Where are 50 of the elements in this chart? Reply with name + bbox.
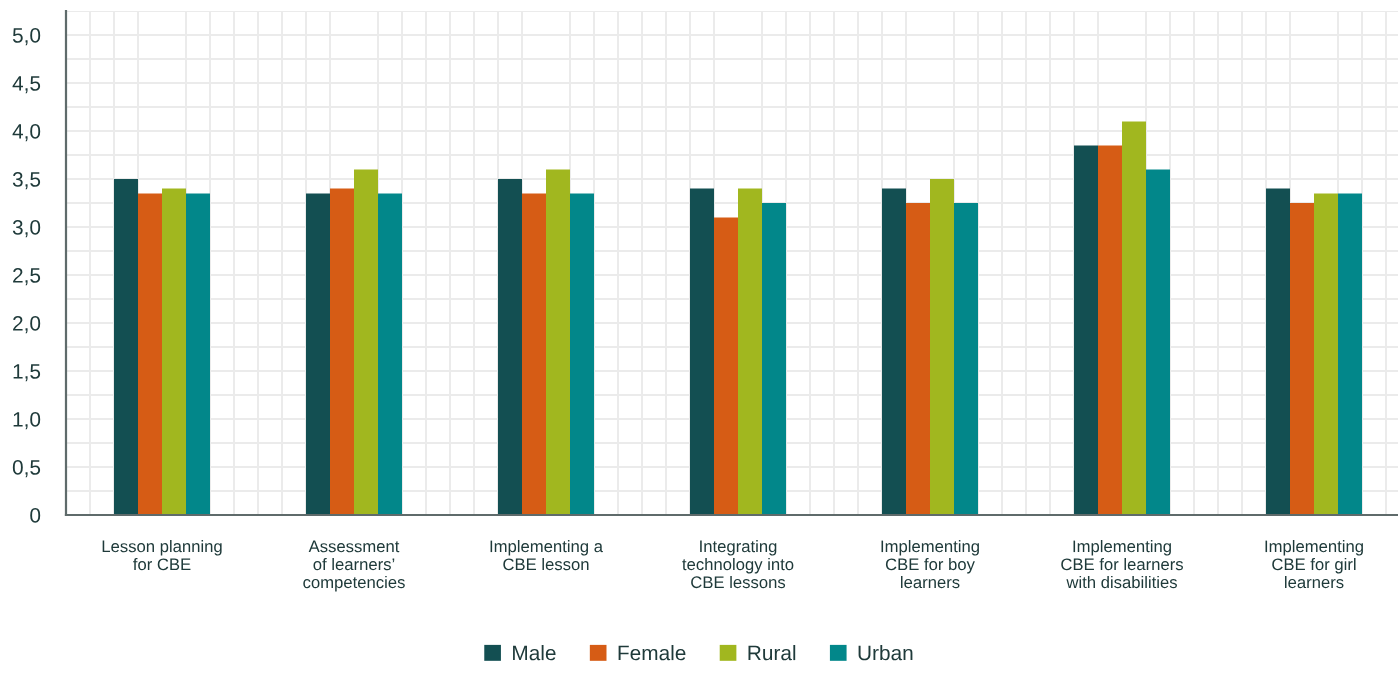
y-tick-label: 2,0: [13, 316, 41, 334]
y-tick-label: 1,5: [13, 364, 41, 382]
y-tick-label: 2,5: [13, 268, 41, 286]
bar: [378, 193, 402, 515]
bar: [1122, 121, 1146, 515]
y-tick-label: 4,0: [12, 124, 41, 142]
bar: [1074, 145, 1098, 515]
x-tick-label: Implementing CBE for learners with disabilities: [1061, 540, 1183, 589]
y-tick-label: 3,0: [12, 220, 41, 238]
bar: [714, 217, 738, 515]
x-tick-label: Assessment of learners’ competencies: [303, 540, 405, 592]
bar: [738, 188, 762, 515]
bar: [1146, 169, 1170, 515]
legend-label: Male: [513, 645, 556, 661]
bar: [954, 203, 978, 515]
y-tick-label: 5,0: [12, 28, 41, 46]
bar: [906, 203, 930, 515]
y-tick-label: 4,5: [12, 76, 41, 94]
x-tick-label: Implementing CBE for boy learners: [881, 540, 979, 589]
y-tick-label: 3,5: [12, 172, 41, 190]
bar: [762, 203, 786, 515]
x-tick-label: Lesson planning for CBE: [102, 540, 222, 571]
legend-label: Urban: [858, 645, 913, 661]
y-tick-label: 0,5: [12, 460, 41, 478]
bar: [162, 188, 186, 515]
bar: [930, 179, 954, 515]
bar: [138, 193, 162, 515]
x-tick-label: Implementing CBE for girl learners: [1265, 540, 1363, 589]
y-tick-label: 1,0: [13, 412, 41, 430]
bar: [1338, 193, 1362, 515]
x-tick-label: Implementing a CBE lesson: [490, 540, 603, 571]
bar: [306, 193, 330, 515]
bar: [546, 169, 570, 515]
legend-label: Rural: [748, 645, 796, 661]
y-tick-label: 0: [30, 508, 41, 523]
bar: [522, 193, 546, 515]
bar: [690, 188, 714, 515]
bar: [498, 179, 522, 515]
bar: [114, 179, 138, 515]
bar: [1098, 145, 1122, 515]
bar: [1314, 193, 1338, 515]
bar: [330, 188, 354, 515]
bar: [354, 169, 378, 515]
bar: [882, 188, 906, 515]
bar: [1290, 203, 1314, 515]
bar: [186, 193, 210, 515]
bar: [1266, 188, 1290, 515]
legend-label: Female: [618, 645, 686, 661]
bar: [570, 193, 594, 515]
x-tick-label: Integrating technology into CBE lessons: [682, 540, 794, 589]
